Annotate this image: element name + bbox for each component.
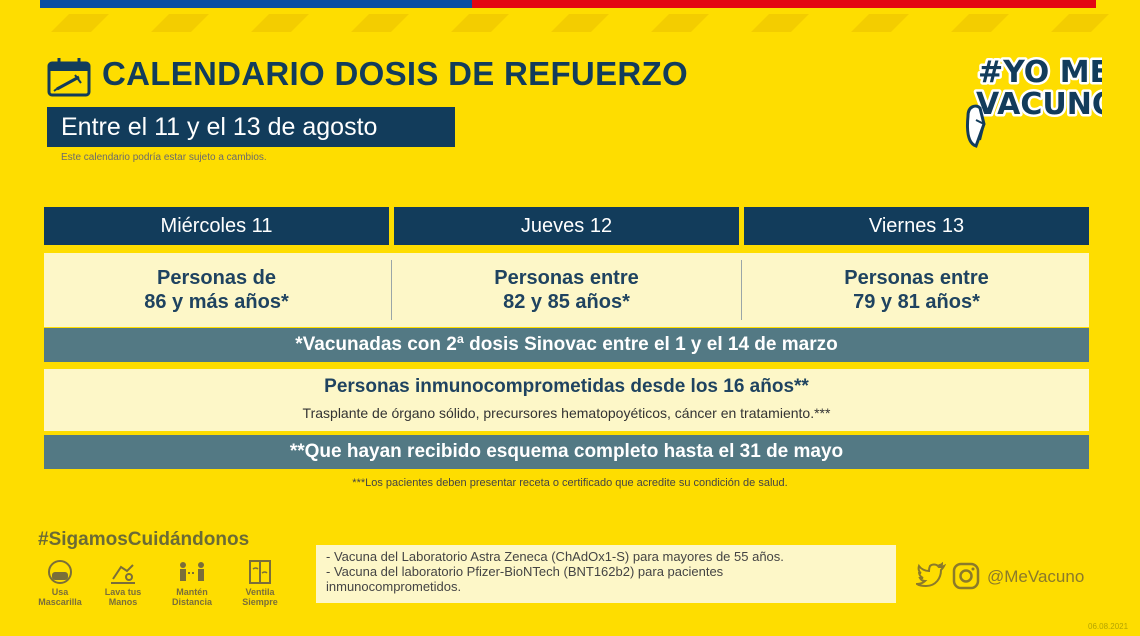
footnote: ***Los pacientes deben presentar receta … [352, 477, 788, 489]
background-stripe [451, 14, 509, 32]
groups-row [44, 253, 1089, 327]
care-item-label: Ventila Siempre [242, 587, 278, 607]
instagram-icon[interactable] [952, 562, 980, 590]
schedule-note: **Que hayan recibido esquema completo ha… [44, 435, 1089, 469]
vaccine-astrazeneca: - Vacuna del Laboratorio Astra Zeneca (C… [326, 549, 784, 564]
immunocompromised-title: Personas inmunocomprometidas desde los 1… [324, 376, 809, 397]
flag-bar [40, 0, 1096, 8]
group-wednesday: Personas de 86 y más años* [144, 267, 289, 313]
group-friday: Personas entre 79 y 81 años* [844, 267, 989, 313]
thumbs-up-icon [966, 104, 986, 148]
background-stripe [951, 14, 1009, 32]
care-item-ventilate: Ventila Siempre [234, 559, 286, 607]
care-item-label: Usa Mascarilla [38, 587, 82, 607]
background-stripe [151, 14, 209, 32]
care-item-handwash: Lava tus Manos [97, 559, 149, 607]
background-stripe [51, 14, 109, 32]
mask-icon [48, 560, 72, 584]
background-stripe [251, 14, 309, 32]
care-item-label: Lava tus Manos [104, 587, 142, 607]
window-icon [249, 560, 271, 584]
sinovac-note: *Vacunadas con 2ª dosis Sinovac entre el… [44, 328, 1089, 362]
flag-bar-red [472, 0, 1096, 8]
column-divider [391, 260, 392, 320]
immunocompromised-detail: Trasplante de órgano sólido, precursores… [302, 405, 831, 421]
disclaimer: Este calendario podría estar sujeto a ca… [61, 152, 267, 163]
distance-icon [180, 562, 204, 581]
date-range: Entre el 11 y el 13 de agosto [47, 107, 455, 147]
care-item-label: Mantén Distancia [171, 587, 213, 607]
vaccine-info-box: - Vacuna del Laboratorio Astra Zeneca (C… [316, 545, 896, 603]
background-stripe [851, 14, 909, 32]
day-header-wednesday: Miércoles 11 [44, 207, 389, 245]
yo-me-vacuno-logo: #YO ME VACUNO [966, 53, 1102, 148]
flag-bar-blue [40, 0, 472, 8]
background-stripe [551, 14, 609, 32]
logo-line-1: #YO ME [978, 55, 1102, 90]
logo-line-2: VACUNO [976, 87, 1102, 122]
social-handle[interactable]: @MeVacuno [987, 567, 1085, 586]
care-item-mask: Usa Mascarilla [34, 559, 86, 607]
calendar-syringe-icon [47, 58, 91, 97]
background-stripe [1051, 14, 1109, 32]
vaccine-pfizer: - Vacuna del laboratorio Pfizer-BioNTech… [326, 564, 724, 594]
group-thursday: Personas entre 82 y 85 años* [494, 267, 639, 313]
background-stripe [651, 14, 709, 32]
hashtag: #SigamosCuidándonos [38, 529, 250, 550]
column-divider [741, 260, 742, 320]
date-stamp: 06.08.2021 [1088, 622, 1129, 631]
background-stripe [751, 14, 809, 32]
care-item-distance: Mantén Distancia [166, 559, 218, 607]
page-title: CALENDARIO DOSIS DE REFUERZO [102, 55, 688, 92]
hand-wash-icon [111, 564, 135, 584]
twitter-icon[interactable] [916, 562, 946, 588]
day-header-friday: Viernes 13 [744, 207, 1089, 245]
immunocompromised-box: Personas inmunocomprometidas desde los 1… [44, 369, 1089, 431]
day-header-thursday: Jueves 12 [394, 207, 739, 245]
background-stripe [351, 14, 409, 32]
